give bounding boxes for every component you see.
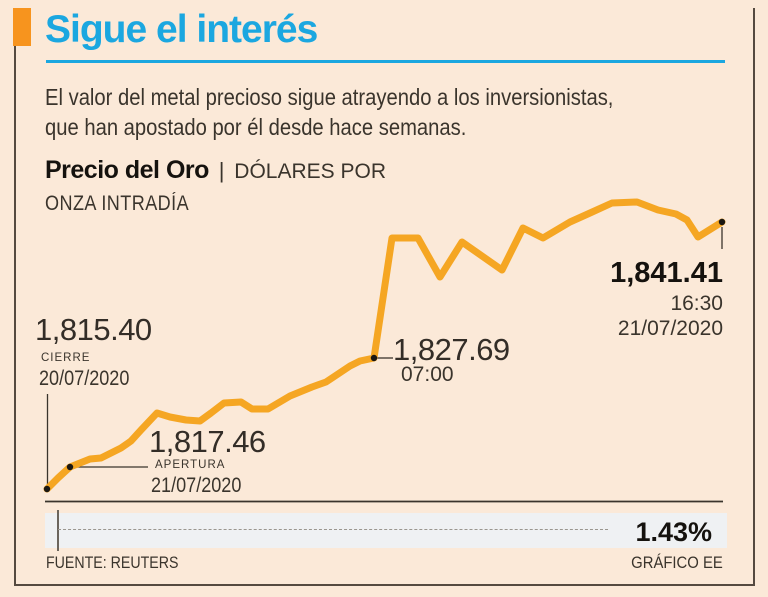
- last-value: 1,841.41: [610, 257, 723, 289]
- open-label: APERTURA: [155, 459, 226, 471]
- change-percent: 1.43%: [635, 517, 712, 547]
- mid-point: [370, 354, 378, 362]
- mid-value: 1,827.69: [393, 332, 510, 367]
- mid-time: 07:00: [401, 363, 454, 386]
- units-line-1: DÓLARES POR: [234, 160, 387, 183]
- open-value: 1,817.46: [149, 424, 266, 459]
- series-name: Precio del Oro: [45, 156, 209, 184]
- title-underline: [46, 60, 725, 63]
- units-line-2: ONZA INTRADÍA: [45, 192, 190, 215]
- close-label: CIERRE: [41, 352, 91, 364]
- range-start-tick: [57, 510, 59, 551]
- last-annotation-group: 1,841.41 16:30 21/07/2020: [500, 258, 723, 339]
- page-title: Sigue el interés: [45, 8, 318, 51]
- subtitle-line-1: El valor del metal precioso sigue atraye…: [45, 84, 614, 110]
- gold-price-line: [43, 198, 726, 493]
- open-date: 21/07/2020: [151, 474, 242, 497]
- last-time: 16:30: [670, 292, 723, 315]
- chart-header: Precio del Oro | DÓLARES POR: [45, 156, 386, 185]
- graphic-credit: GRÁFICO EE: [631, 554, 723, 572]
- last-date: 21/07/2020: [617, 317, 723, 340]
- close-date: 20/07/2020: [39, 367, 130, 390]
- open-point: [66, 463, 74, 471]
- range-band: [45, 513, 727, 548]
- separator: |: [218, 158, 225, 183]
- source-credit: FUENTE: REUTERS: [46, 554, 179, 572]
- graphic-border-frame: [14, 8, 755, 586]
- range-dashed-line: [58, 529, 608, 530]
- subtitle: El valor del metal precioso sigue atraye…: [45, 82, 706, 142]
- orange-accent-block: [13, 8, 31, 46]
- close-value: 1,815.40: [35, 312, 152, 347]
- subtitle-line-2: que han apostado por él desde hace seman…: [45, 114, 467, 140]
- close-point: [43, 485, 51, 493]
- last-point: [718, 218, 726, 226]
